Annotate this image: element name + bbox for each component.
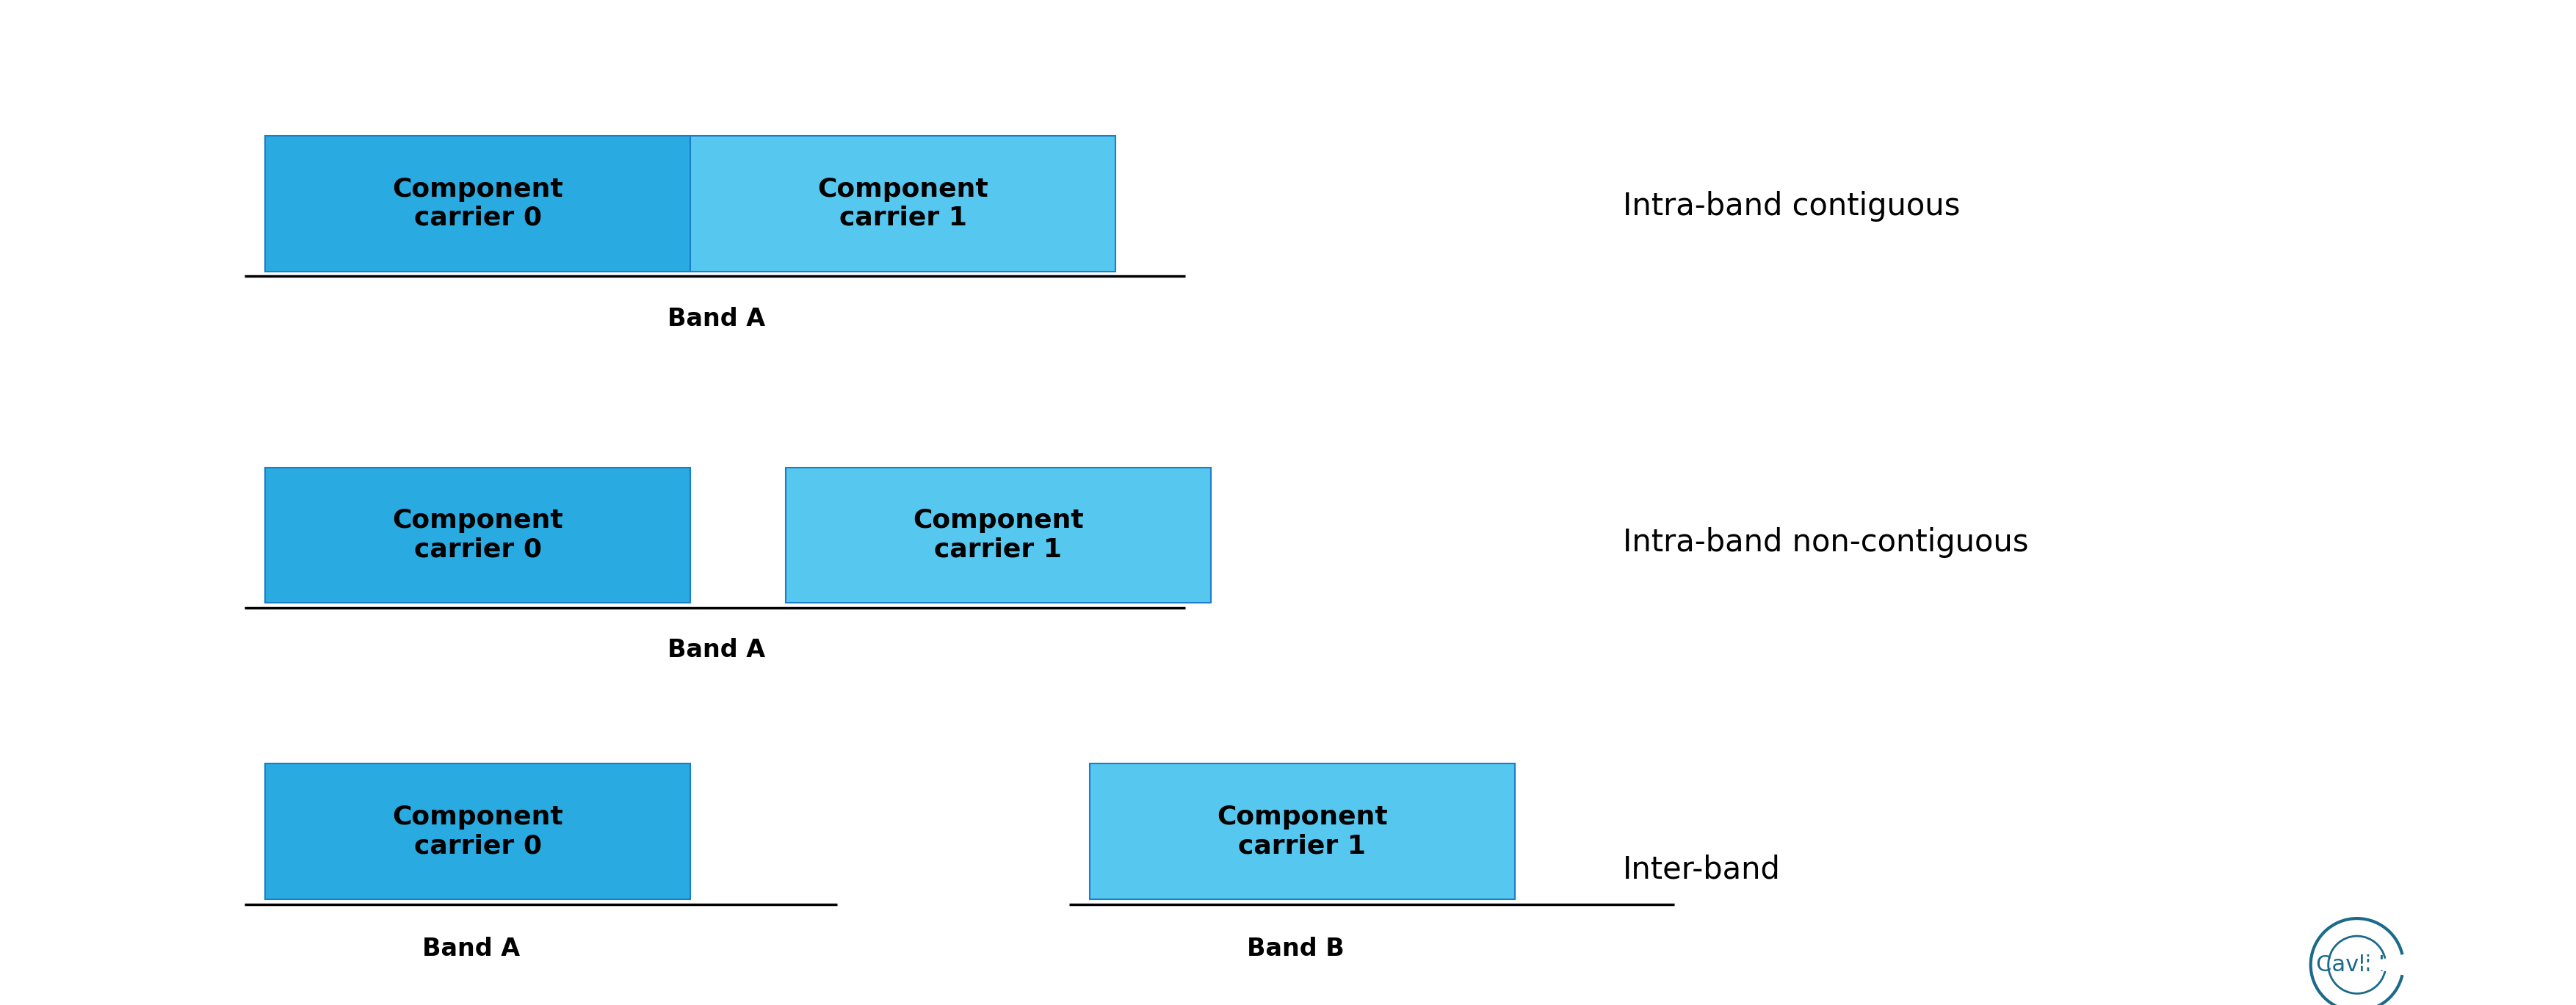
Text: Band A: Band A: [667, 307, 765, 331]
FancyBboxPatch shape: [265, 467, 690, 603]
Wedge shape: [2357, 954, 2414, 976]
FancyBboxPatch shape: [265, 764, 690, 899]
Text: Band B: Band B: [1247, 937, 1345, 961]
Text: Band A: Band A: [422, 937, 520, 961]
Text: Component
carrier 0: Component carrier 0: [392, 177, 564, 230]
Text: Inter-band: Inter-band: [1623, 854, 1780, 884]
FancyBboxPatch shape: [265, 136, 690, 271]
Text: Component
carrier 1: Component carrier 1: [912, 509, 1084, 562]
Text: Cavli Inc: Cavli Inc: [2316, 954, 2411, 976]
FancyBboxPatch shape: [786, 467, 1211, 603]
Text: Intra-band non-contiguous: Intra-band non-contiguous: [1623, 528, 2027, 558]
Text: Band A: Band A: [667, 638, 765, 662]
Text: Component
carrier 1: Component carrier 1: [817, 177, 989, 230]
FancyBboxPatch shape: [1090, 764, 1515, 899]
Text: Component
carrier 0: Component carrier 0: [392, 805, 564, 858]
Text: Component
carrier 1: Component carrier 1: [1216, 805, 1388, 858]
FancyBboxPatch shape: [690, 136, 1115, 271]
Text: Component
carrier 0: Component carrier 0: [392, 509, 564, 562]
Text: Intra-band contiguous: Intra-band contiguous: [1623, 191, 1960, 221]
